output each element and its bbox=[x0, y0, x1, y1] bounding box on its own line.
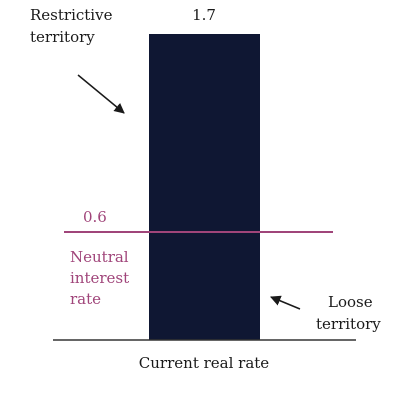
neutral-rate-caption-line-3: rate bbox=[70, 290, 101, 308]
restrictive-annotation-line-2: territory bbox=[30, 28, 95, 46]
loose-annotation-line-1: Loose bbox=[328, 293, 373, 311]
neutral-rate-caption-line-2: interest bbox=[70, 269, 129, 287]
restrictive-arrow bbox=[77, 74, 125, 114]
bar-current-real-rate bbox=[149, 34, 260, 340]
neutral-rate-caption-line-1: Neutral bbox=[70, 248, 129, 266]
neutral-rate-value-label: 0.6 bbox=[83, 208, 107, 226]
restrictive-annotation-line-1: Restrictive bbox=[30, 6, 113, 24]
loose-annotation-line-2: territory bbox=[316, 315, 381, 333]
loose-arrow bbox=[270, 295, 301, 310]
x-tick-label: Current real rate bbox=[139, 354, 270, 372]
bar-value-label: 1.7 bbox=[192, 6, 216, 24]
